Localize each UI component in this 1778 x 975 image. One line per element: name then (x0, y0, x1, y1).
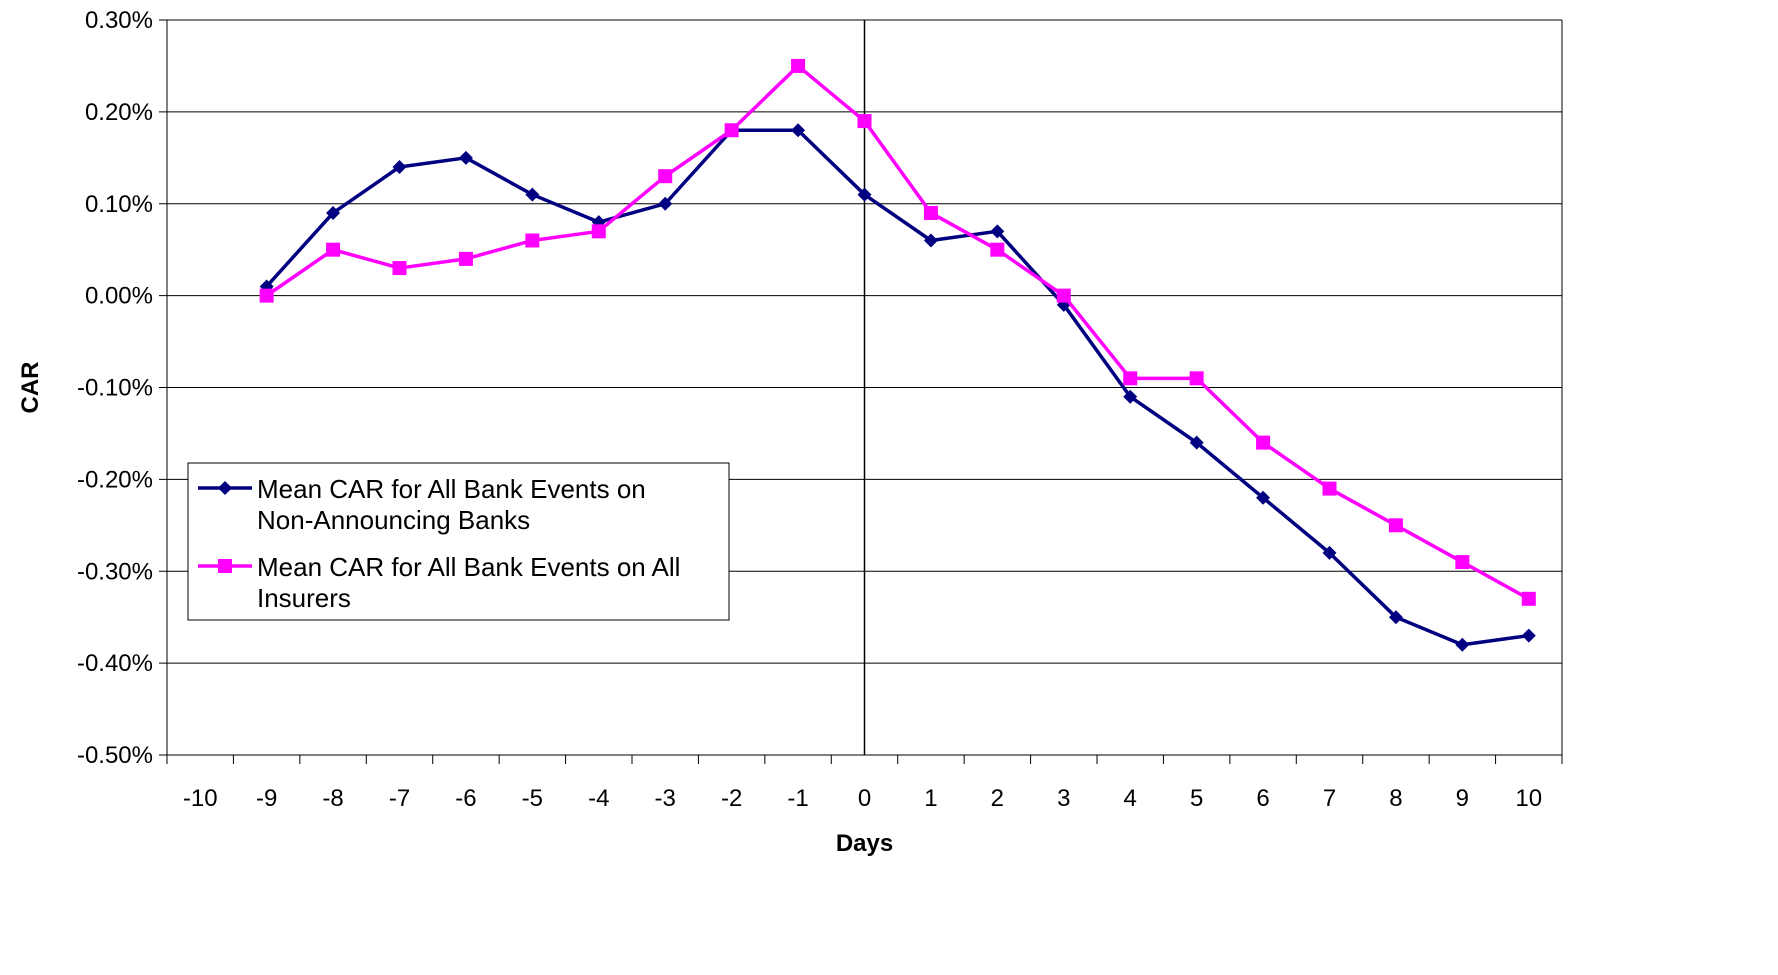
data-point-diamond (1521, 628, 1536, 643)
x-tick-label: -5 (522, 785, 543, 812)
data-point-diamond (857, 187, 872, 202)
y-tick-label: -0.40% (77, 650, 153, 677)
x-tick-label: 5 (1190, 785, 1203, 812)
axes (159, 19, 1563, 764)
data-point-square (259, 288, 274, 303)
series-1 (259, 123, 1536, 652)
x-tick-label: -7 (389, 785, 410, 812)
data-point-diamond (1455, 637, 1470, 652)
x-axis-title: Days (836, 830, 893, 857)
legend-label-line: Insurers (257, 583, 351, 613)
data-point-square (857, 114, 872, 129)
x-tick-label: -6 (455, 785, 476, 812)
data-point-diamond (458, 150, 473, 165)
x-tick-label: 4 (1124, 785, 1137, 812)
data-point-diamond (923, 233, 938, 248)
x-tick-label: 2 (991, 785, 1004, 812)
data-point-diamond (1123, 389, 1138, 404)
x-tick-label: -4 (588, 785, 609, 812)
data-point-square (1455, 555, 1470, 570)
y-axis-title: CAR (17, 362, 44, 414)
x-tick-label: -10 (183, 785, 218, 812)
legend-label-line: Mean CAR for All Bank Events on (257, 474, 646, 504)
data-point-square (1123, 371, 1138, 386)
legend-swatch-marker (218, 559, 232, 573)
data-point-diamond (1322, 545, 1337, 560)
x-tick-label: 1 (924, 785, 937, 812)
series-2 (259, 58, 1536, 606)
x-tick-label: -8 (322, 785, 343, 812)
data-point-square (326, 242, 341, 257)
series-line (265, 64, 1530, 601)
data-point-square (1056, 288, 1071, 303)
data-point-square (990, 242, 1005, 257)
data-point-diamond (1388, 610, 1403, 625)
x-tick-label: 0 (858, 785, 871, 812)
x-tick-label: 7 (1323, 785, 1336, 812)
y-tick-label: -0.50% (77, 742, 153, 769)
legend-label-line: Mean CAR for All Bank Events on All (257, 552, 680, 582)
data-point-diamond (658, 196, 673, 211)
data-point-square (724, 123, 739, 138)
y-tick-label: -0.10% (77, 375, 153, 402)
data-point-diamond (791, 123, 806, 138)
tick-labels: 0.30% 0.20% 0.10% 0.00% -0.10% -0.20% -0.30% -0… (77, 7, 1542, 812)
data-point-square (923, 205, 938, 220)
data-point-square (591, 224, 606, 239)
data-point-diamond (990, 224, 1005, 239)
data-point-square (392, 261, 407, 276)
legend-swatch-marker (218, 481, 232, 495)
data-point-square (525, 233, 540, 248)
data-point-diamond (392, 160, 407, 174)
x-tick-label: 10 (1515, 785, 1542, 812)
y-tick-label: 0.10% (85, 191, 153, 218)
data-point-square (1388, 518, 1403, 533)
x-tick-label: 3 (1057, 785, 1070, 812)
data-point-square (1322, 481, 1337, 496)
legend-item-2: Mean CAR for All Bank Events on AllInsur… (198, 552, 680, 613)
data-point-square (458, 251, 473, 266)
y-tick-label: 0.00% (85, 283, 153, 310)
y-tick-label: 0.30% (85, 7, 153, 34)
data-point-diamond (1189, 435, 1204, 450)
x-tick-label: -1 (787, 785, 808, 812)
x-tick-label: 8 (1389, 785, 1402, 812)
data-point-square (658, 169, 673, 184)
y-tick-label: -0.30% (77, 558, 153, 585)
series-lines (259, 58, 1536, 652)
x-tick-label: -9 (256, 785, 277, 812)
data-point-square (1189, 371, 1204, 386)
data-point-diamond (525, 187, 540, 202)
data-point-square (1521, 591, 1536, 606)
y-tick-label: -0.20% (77, 466, 153, 493)
legend-box (187, 462, 730, 621)
data-point-diamond (1256, 490, 1271, 505)
x-tick-label: 6 (1256, 785, 1269, 812)
data-point-square (1256, 435, 1271, 450)
legend-label-line: Non-Announcing Banks (257, 505, 530, 535)
data-point-square (791, 58, 806, 73)
legend-item-1: Mean CAR for All Bank Events onNon-Annou… (198, 474, 646, 535)
series-line (265, 128, 1530, 647)
x-tick-label: -2 (721, 785, 742, 812)
legend: Mean CAR for All Bank Events onNon-Annou… (187, 462, 730, 621)
data-point-diamond (326, 205, 341, 220)
x-tick-label: 9 (1456, 785, 1469, 812)
y-tick-label: 0.20% (85, 99, 153, 126)
x-tick-label: -3 (655, 785, 676, 812)
